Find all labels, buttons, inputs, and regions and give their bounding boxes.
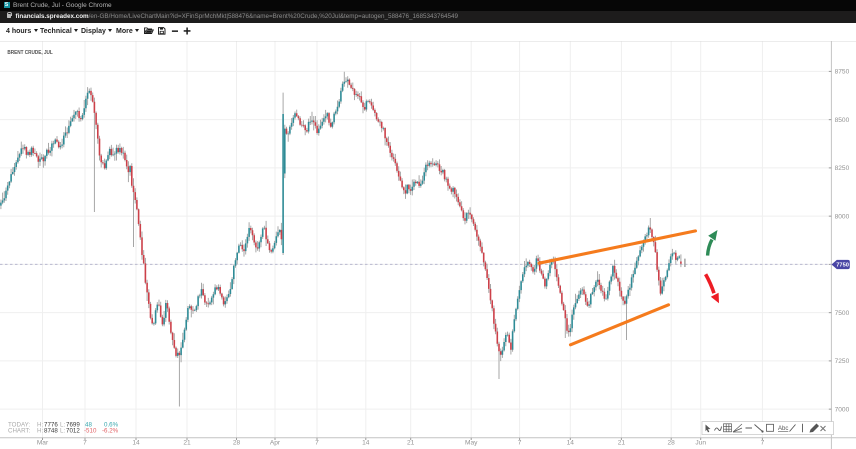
- svg-text:-6.2%: -6.2%: [102, 428, 119, 435]
- svg-text:7500: 7500: [835, 310, 850, 317]
- svg-text:21: 21: [618, 440, 626, 447]
- svg-text:21: 21: [183, 440, 191, 447]
- svg-text:8750: 8750: [835, 69, 850, 76]
- svg-text:21: 21: [407, 440, 415, 447]
- svg-text:8000: 8000: [835, 213, 850, 220]
- svg-text:H:: H:: [37, 422, 43, 429]
- svg-text:Abc: Abc: [778, 426, 788, 432]
- svg-text:0.6%: 0.6%: [104, 422, 119, 429]
- svg-text:14: 14: [362, 440, 370, 447]
- svg-text:7699: 7699: [66, 422, 80, 429]
- svg-text:7: 7: [83, 440, 87, 447]
- svg-text:28: 28: [668, 440, 676, 447]
- svg-text:May: May: [465, 440, 478, 447]
- svg-text:7: 7: [761, 440, 765, 447]
- svg-text:7000: 7000: [835, 406, 850, 413]
- svg-text:7750: 7750: [836, 263, 849, 269]
- svg-text:7250: 7250: [835, 358, 850, 365]
- svg-text:H:: H:: [37, 428, 43, 435]
- svg-text:28: 28: [233, 440, 241, 447]
- svg-text:Jun: Jun: [695, 440, 706, 447]
- svg-text:14: 14: [132, 440, 140, 447]
- svg-text:14: 14: [567, 440, 575, 447]
- svg-text:7: 7: [315, 440, 319, 447]
- svg-text:8500: 8500: [835, 117, 850, 124]
- svg-text:7: 7: [518, 440, 522, 447]
- svg-text:-510: -510: [84, 428, 97, 435]
- svg-text:L:: L:: [60, 422, 65, 429]
- svg-text:7776: 7776: [44, 422, 58, 429]
- svg-text:L:: L:: [60, 428, 65, 435]
- svg-text:CHART:: CHART:: [8, 428, 31, 435]
- svg-text:Mar: Mar: [37, 440, 49, 447]
- svg-text:TODAY:: TODAY:: [8, 422, 30, 429]
- svg-text:BRENT CRUDE, JUL: BRENT CRUDE, JUL: [7, 50, 53, 56]
- svg-text:48: 48: [85, 422, 92, 429]
- svg-text:8748: 8748: [44, 428, 58, 435]
- svg-text:Apr: Apr: [270, 440, 281, 447]
- svg-text:7012: 7012: [66, 428, 80, 435]
- svg-text:8250: 8250: [835, 165, 850, 172]
